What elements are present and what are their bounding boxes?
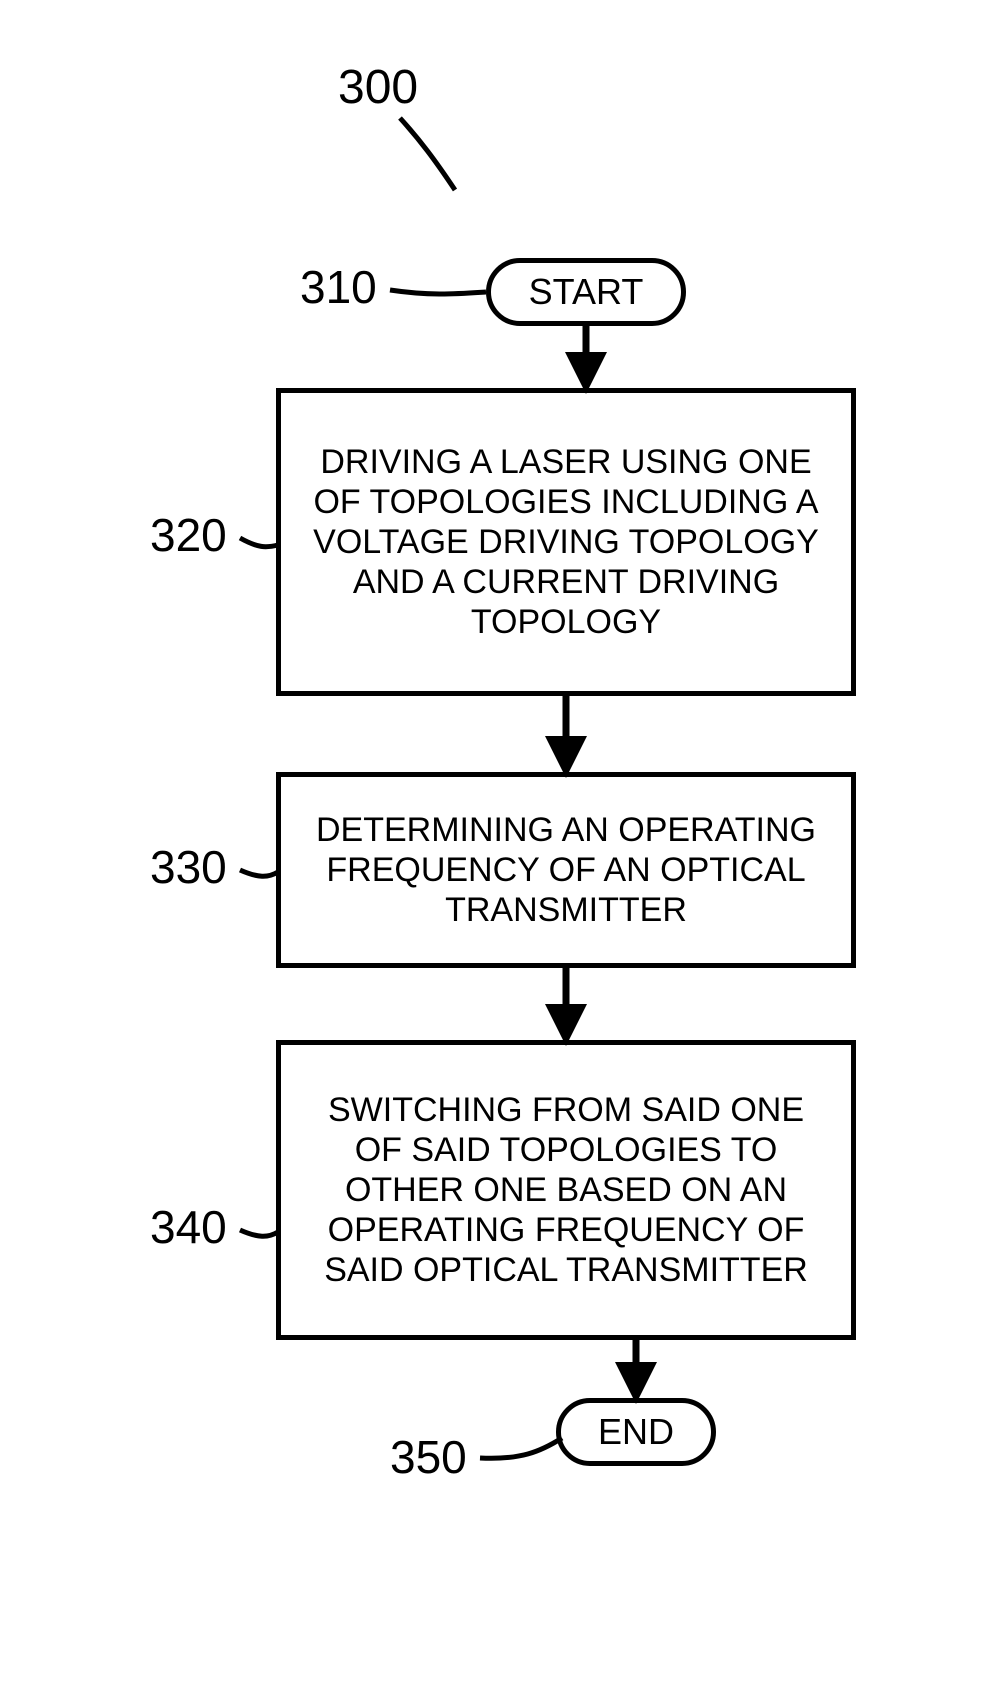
leader-curves (0, 0, 1002, 1688)
